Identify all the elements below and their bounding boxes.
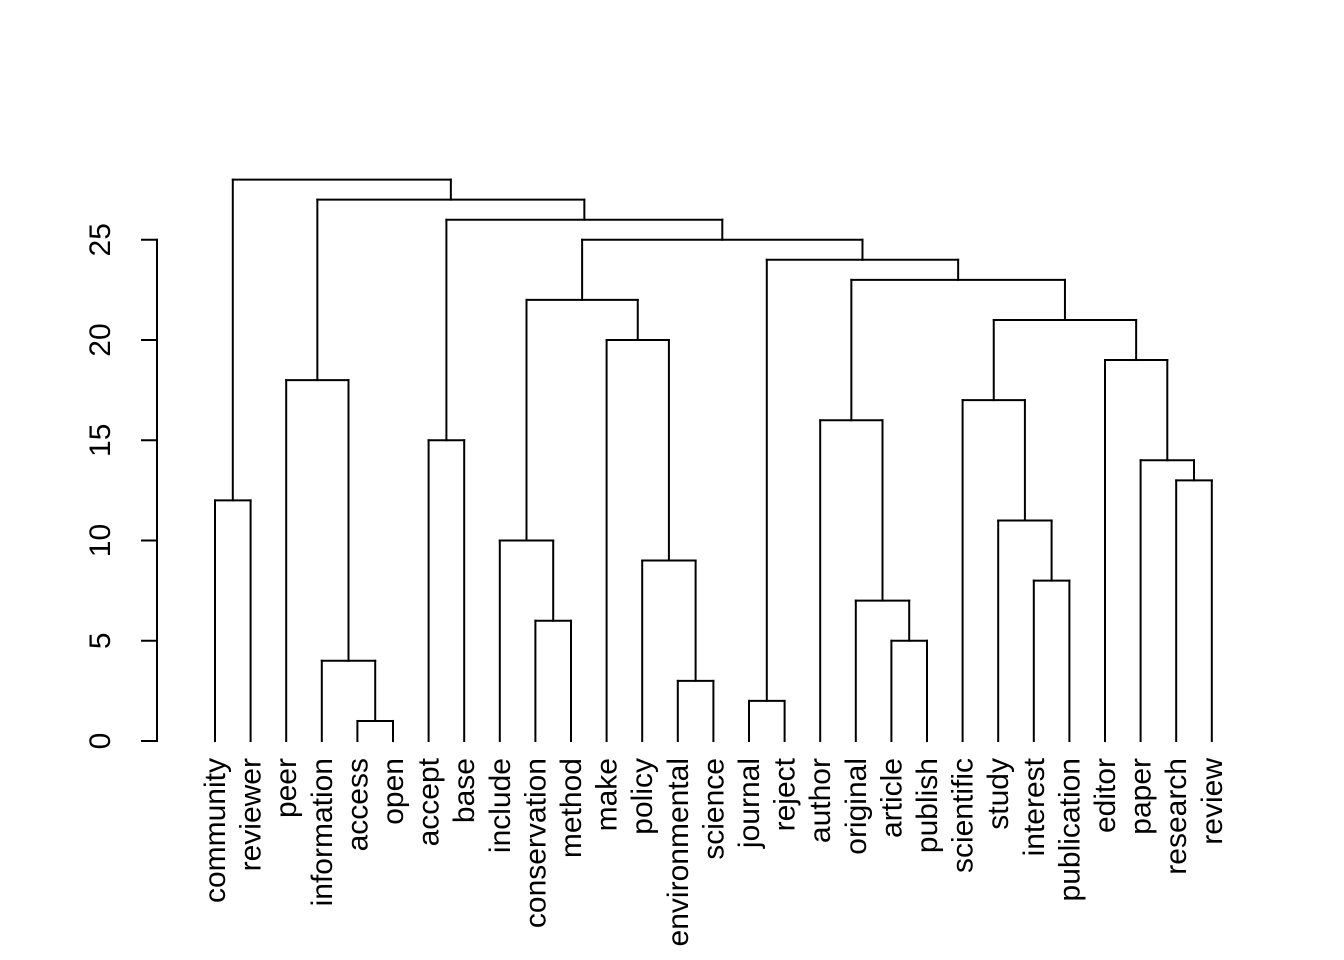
leaf-label: scientific <box>947 758 980 873</box>
leaf-label: reject <box>769 757 802 831</box>
leaf-label: publish <box>911 758 944 853</box>
leaf-label: policy <box>626 758 659 835</box>
leaf-label: access <box>341 758 374 851</box>
leaf-labels: community reviewer peer information access op… <box>199 757 1229 946</box>
y-tick-label: 0 <box>84 733 117 750</box>
y-tick-label: 15 <box>84 424 117 457</box>
leaf-label: journal <box>733 758 766 849</box>
leaf-label: publication <box>1053 758 1086 901</box>
leaf-label: reviewer <box>235 758 268 871</box>
leaf-label: base <box>448 758 481 823</box>
leaf-label: paper <box>1125 758 1158 835</box>
leaf-label: accept <box>413 757 446 846</box>
leaf-label: environmental <box>662 758 695 946</box>
leaf-label: method <box>555 758 588 858</box>
leaf-label: editor <box>1089 758 1122 833</box>
leaf-label: original <box>840 758 873 855</box>
leaf-label: science <box>697 758 730 860</box>
leaf-label: author <box>804 758 837 843</box>
leaf-label: community <box>199 758 232 903</box>
leaf-label: review <box>1196 758 1229 845</box>
leaf-label: open <box>377 758 410 825</box>
dendrogram-branches <box>214 178 1213 742</box>
y-tick-label: 20 <box>84 323 117 356</box>
leaf-label: article <box>875 758 908 838</box>
leaf-label: peer <box>270 758 303 818</box>
leaf-label: make <box>591 758 624 831</box>
leaf-label: conservation <box>519 758 552 928</box>
y-axis: 0 5 10 15 20 25 <box>84 223 158 750</box>
leaf-label: interest <box>1018 757 1051 856</box>
y-tick-label: 10 <box>84 524 117 557</box>
y-tick-label: 5 <box>84 632 117 649</box>
leaf-label: information <box>306 758 339 906</box>
leaf-label: include <box>484 758 517 853</box>
leaf-label: study <box>982 758 1015 830</box>
y-tick-label: 25 <box>84 223 117 256</box>
leaf-label: research <box>1160 758 1193 875</box>
